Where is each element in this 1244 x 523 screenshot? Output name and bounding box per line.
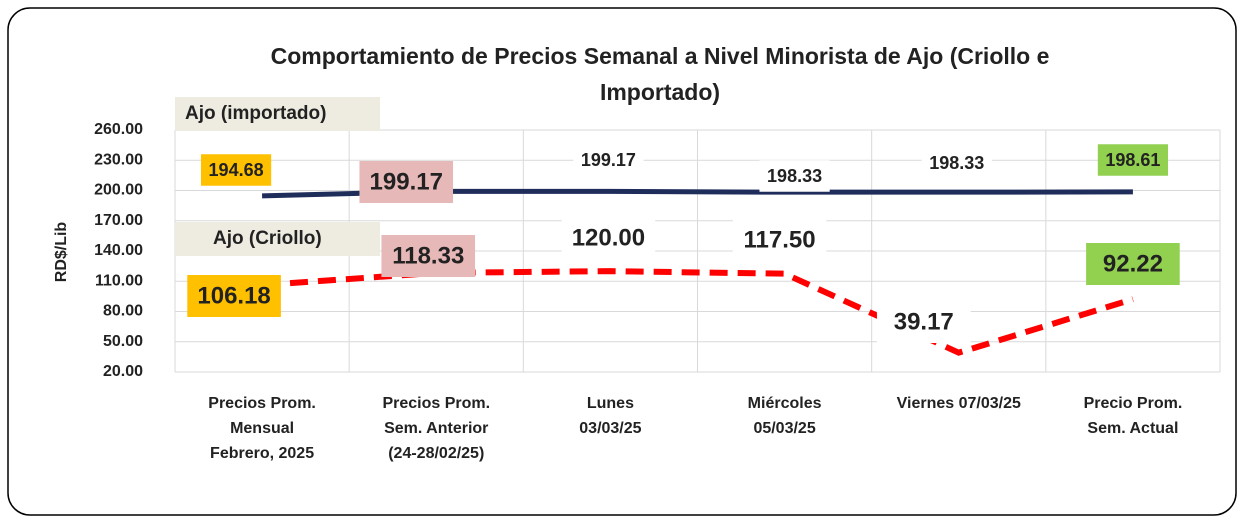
y-axis-label: RD$/Lib: [53, 222, 70, 283]
value-label-box: [359, 161, 454, 203]
x-tick-label: Precio Prom. Sem. Actual: [1084, 395, 1183, 437]
value-label-box: [573, 144, 644, 176]
x-tick-label: Lunes 03/03/25: [579, 395, 641, 437]
series-label-box: [175, 97, 380, 131]
value-label: 39.17: [894, 308, 954, 335]
x-tick-label: Viernes 07/03/25: [897, 395, 1021, 412]
y-tick-label: 80.00: [103, 303, 143, 320]
y-tick-label: 50.00: [103, 333, 143, 350]
y-tick-label: 110.00: [95, 272, 143, 289]
x-tick-label: Miércoles 05/03/25: [748, 395, 822, 437]
y-tick-label: 170.00: [94, 212, 143, 229]
value-label-box: [921, 147, 992, 179]
frame: [7, 7, 1237, 516]
value-label: 106.18: [197, 282, 270, 309]
x-tick-label: Precios Prom. Sem. Anterior (24-28/02/25): [382, 395, 490, 462]
value-label: 198.33: [767, 166, 822, 186]
value-label: 199.17: [581, 150, 636, 170]
value-label: 198.33: [929, 153, 984, 173]
value-label: 117.50: [744, 226, 816, 253]
value-label-box: [187, 275, 281, 317]
y-tick-label: 230.00: [94, 151, 143, 168]
series-label-box: [175, 222, 380, 256]
value-label: 194.68: [209, 160, 264, 180]
y-tick-label: 200.00: [94, 182, 143, 199]
value-label: 118.33: [392, 242, 464, 269]
value-label-box: [876, 301, 971, 343]
value-label-box: [200, 154, 272, 186]
value-label-box: [1097, 144, 1169, 176]
legend-label: Ajo (Criollo): [213, 228, 322, 249]
legend-label: Ajo (importado): [185, 103, 326, 124]
value-label: 92.22: [1103, 250, 1163, 277]
value-label-box: [1086, 243, 1180, 285]
y-tick-label: 260.00: [94, 121, 143, 138]
value-label-box: [759, 160, 830, 192]
value-label: 199.17: [370, 168, 443, 195]
chart-title: Comportamiento de Precios Semanal a Nive…: [271, 43, 1050, 105]
value-label: 198.61: [1105, 150, 1160, 170]
y-tick-label: 140.00: [94, 242, 143, 259]
value-label: 120.00: [572, 224, 645, 251]
x-tick-label: Precios Prom. Mensual Febrero, 2025: [208, 395, 316, 462]
value-label-box: [381, 235, 476, 277]
value-label-box: [732, 219, 827, 261]
y-tick-label: 20.00: [103, 363, 143, 380]
value-label-box: [561, 217, 656, 259]
